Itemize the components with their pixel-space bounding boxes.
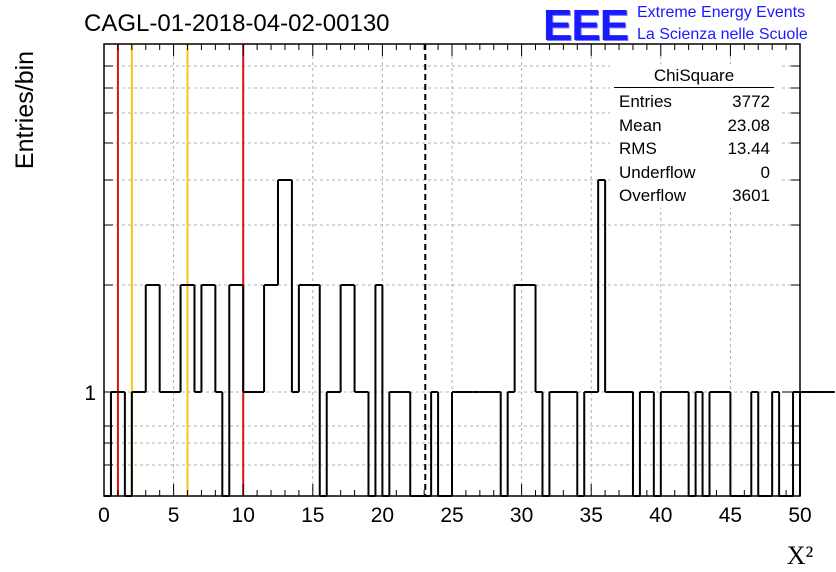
x-tick-label: 40 bbox=[649, 504, 672, 527]
x-tick-label: 30 bbox=[510, 504, 533, 527]
stats-row-rms: RMS 13.44 bbox=[610, 137, 780, 161]
x-tick-label: 20 bbox=[371, 504, 394, 527]
x-tick-label: 35 bbox=[580, 504, 603, 527]
y-tick-label: 1 bbox=[84, 382, 96, 405]
stats-key: Underflow bbox=[619, 162, 696, 182]
stats-key: Entries bbox=[619, 92, 672, 111]
x-tick-label: 10 bbox=[232, 504, 255, 527]
stats-box-title: ChiSquare bbox=[614, 64, 774, 88]
stats-key: Overflow bbox=[619, 186, 687, 205]
x-tick-label: 45 bbox=[719, 504, 742, 527]
x-tick-label: 5 bbox=[168, 504, 180, 527]
stats-row-entries: Entries 3772 bbox=[610, 90, 780, 114]
x-tick-label: 25 bbox=[440, 504, 463, 527]
x-tick-label: 0 bbox=[98, 504, 110, 527]
x-tick-label: 50 bbox=[788, 504, 811, 527]
x-axis-title: X² bbox=[787, 541, 814, 570]
stats-key: RMS bbox=[619, 139, 657, 158]
stats-value: 0 bbox=[760, 162, 770, 182]
stats-row-overflow: Overflow 3601 bbox=[610, 184, 780, 208]
y-axis-title: Entries/bin bbox=[11, 51, 39, 169]
x-tick-label: 15 bbox=[301, 504, 324, 527]
stats-value: 13.44 bbox=[727, 139, 770, 158]
stats-value: 3772 bbox=[732, 92, 770, 111]
stats-key: Mean bbox=[619, 115, 662, 135]
eee-logo: EEE bbox=[543, 1, 629, 50]
stats-row-mean: Mean 23.08 bbox=[610, 114, 780, 138]
logo-subtitle-line1: Extreme Energy Events bbox=[637, 4, 806, 21]
stats-value: 3601 bbox=[732, 186, 770, 205]
stats-row-underflow: Underflow 0 bbox=[610, 161, 780, 185]
logo-subtitle-line2: La Scienza nelle Scuole bbox=[637, 26, 808, 43]
run-title: CAGL-01-2018-04-02-00130 bbox=[84, 10, 390, 37]
stats-value: 23.08 bbox=[727, 115, 770, 135]
stats-box: ChiSquare Entries 3772 Mean 23.08 RMS 13… bbox=[610, 64, 780, 208]
